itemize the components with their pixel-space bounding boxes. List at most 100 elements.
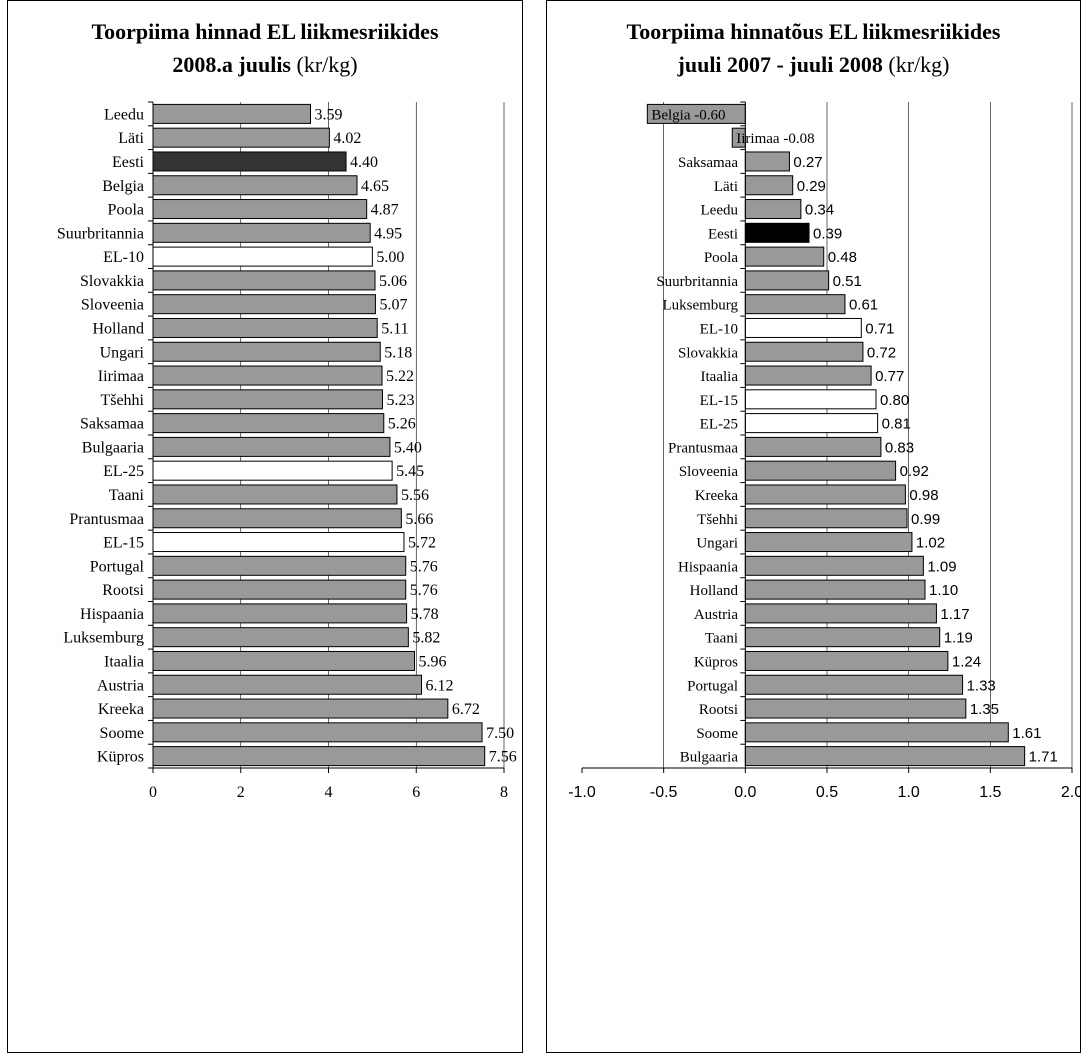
- increase-value-label: 1.61: [1012, 725, 1041, 742]
- prices-value-label: 5.23: [386, 392, 414, 409]
- increase-bar: [744, 532, 913, 553]
- increase-bar: [744, 175, 794, 196]
- chart-title-prices-main: Toorpiima hinnad EL liikmesriikides: [91, 19, 439, 44]
- increase-category-label: Kreeka: [695, 488, 739, 504]
- increase-value-label: 1.17: [940, 606, 969, 623]
- chart-increase-svg: -1.0 -0.5 0.0 0.5 1.0 1.5 2.0 Belgia -0.60 Iirim…: [568, 101, 1081, 801]
- prices-bar: [152, 650, 415, 671]
- increase-category-label: Soome: [696, 726, 738, 742]
- increase-category-label: EL-15: [700, 393, 738, 409]
- increase-x-tick-label: 1.0: [898, 784, 920, 801]
- prices-bar: [152, 413, 385, 434]
- increase-category-label: EL-25: [700, 417, 738, 433]
- increase-bar: [744, 674, 964, 695]
- prices-bar: [152, 532, 405, 553]
- increase-value-label: 0.99: [911, 511, 940, 528]
- prices-bar: [152, 127, 330, 148]
- prices-category-label: Belgia: [102, 178, 144, 195]
- prices-bar: [152, 365, 383, 386]
- increase-category-label: Eesti: [708, 226, 738, 242]
- increase-bar: [744, 579, 926, 600]
- prices-x-tick-label: 2: [237, 784, 245, 801]
- increase-category-label: Slovakkia: [678, 345, 738, 361]
- prices-value-label: 5.66: [405, 511, 433, 528]
- increase-bar: [744, 698, 967, 719]
- prices-bar: [152, 246, 373, 267]
- prices-category-label: Bulgaaria: [82, 439, 144, 456]
- increase-value-label: 0.81: [882, 416, 911, 433]
- increase-value-label: 1.71: [1029, 749, 1058, 766]
- increase-bar: [744, 222, 810, 243]
- prices-bar: [152, 222, 371, 243]
- chart-subtitle-prices: 2008.a juulis: [172, 52, 291, 77]
- increase-bar: [744, 746, 1026, 767]
- prices-value-label: 4.40: [350, 154, 378, 171]
- prices-bar: [152, 270, 376, 291]
- prices-x-tick-label: 8: [500, 784, 508, 801]
- prices-bar: [152, 199, 368, 220]
- prices-value-label: 6.12: [426, 677, 454, 694]
- chart-panel-prices: Toorpiima hinnad EL liikmesriikides 2008…: [7, 0, 523, 1053]
- increase-category-label: Belgia -0.60: [651, 107, 725, 123]
- prices-category-label: Tšehhi: [100, 392, 144, 409]
- increase-bar: [744, 627, 941, 648]
- prices-value-label: 5.78: [411, 606, 439, 623]
- prices-category-label: Sloveenia: [81, 297, 144, 314]
- prices-bar: [152, 627, 409, 648]
- increase-value-label: 1.24: [952, 653, 981, 670]
- increase-bar: [744, 270, 830, 291]
- prices-bar: [152, 698, 449, 719]
- increase-category-label: Ungari: [696, 536, 738, 552]
- prices-x-tick-label: 0: [149, 784, 157, 801]
- prices-value-label: 4.02: [333, 130, 361, 147]
- increase-x-tick-label: 2.0: [1061, 784, 1081, 801]
- prices-category-label: Küpros: [97, 749, 144, 766]
- increase-bar: [744, 508, 908, 529]
- prices-value-label: 5.96: [418, 653, 446, 670]
- chart-panel-increase: Toorpiima hinnatõus EL liikmesriikides j…: [546, 0, 1081, 1053]
- increase-category-label: Poola: [704, 250, 739, 266]
- increase-bar: [744, 555, 924, 576]
- increase-category-label: Leedu: [701, 203, 739, 219]
- prices-value-label: 4.95: [374, 225, 402, 242]
- prices-category-label: Prantusmaa: [69, 511, 144, 528]
- increase-x-tick-label: -1.0: [568, 784, 596, 801]
- increase-category-label: Iirimaa -0.08: [736, 131, 814, 147]
- prices-category-label: Eesti: [112, 154, 145, 171]
- increase-value-label: 0.61: [849, 297, 878, 314]
- prices-value-label: 5.56: [401, 487, 429, 504]
- increase-category-label: Prantusmaa: [668, 440, 738, 456]
- prices-category-label: Poola: [108, 202, 144, 219]
- increase-value-label: 0.51: [833, 273, 862, 290]
- prices-value-label: 4.87: [371, 202, 399, 219]
- increase-category-label: Hispaania: [678, 559, 738, 575]
- increase-x-tick-label: 0.5: [816, 784, 838, 801]
- prices-value-label: 3.59: [315, 106, 343, 123]
- increase-category-label: Itaalia: [701, 369, 739, 385]
- prices-bar: [152, 389, 383, 410]
- increase-value-label: 1.09: [927, 558, 956, 575]
- prices-value-label: 7.50: [486, 725, 514, 742]
- prices-category-label: Taani: [109, 487, 145, 504]
- increase-category-label: Läti: [714, 179, 738, 195]
- increase-bar: [744, 722, 1009, 743]
- increase-bar: [744, 294, 846, 315]
- increase-category-label: Rootsi: [699, 702, 738, 718]
- prices-category-label: Ungari: [100, 344, 145, 361]
- increase-value-label: 1.02: [916, 535, 945, 552]
- prices-category-label: Austria: [97, 677, 144, 694]
- chart-title-increase: Toorpiima hinnatõus EL liikmesriikides j…: [547, 15, 1080, 81]
- prices-category-label: Rootsi: [102, 582, 144, 599]
- prices-bar: [152, 460, 393, 481]
- prices-category-label: Slovakkia: [80, 273, 144, 290]
- prices-category-label: EL-25: [103, 463, 144, 480]
- increase-value-label: 0.72: [867, 344, 896, 361]
- increase-category-label: Luksemburg: [662, 298, 738, 314]
- increase-value-label: 1.35: [970, 701, 999, 718]
- increase-x-tick-label: 0.0: [734, 784, 756, 801]
- increase-category-label: Tšehhi: [697, 512, 738, 528]
- prices-x-tick-label: 4: [325, 784, 333, 801]
- increase-value-label: 1.19: [944, 630, 973, 647]
- prices-category-label: Itaalia: [104, 653, 144, 670]
- prices-bar: [152, 294, 376, 315]
